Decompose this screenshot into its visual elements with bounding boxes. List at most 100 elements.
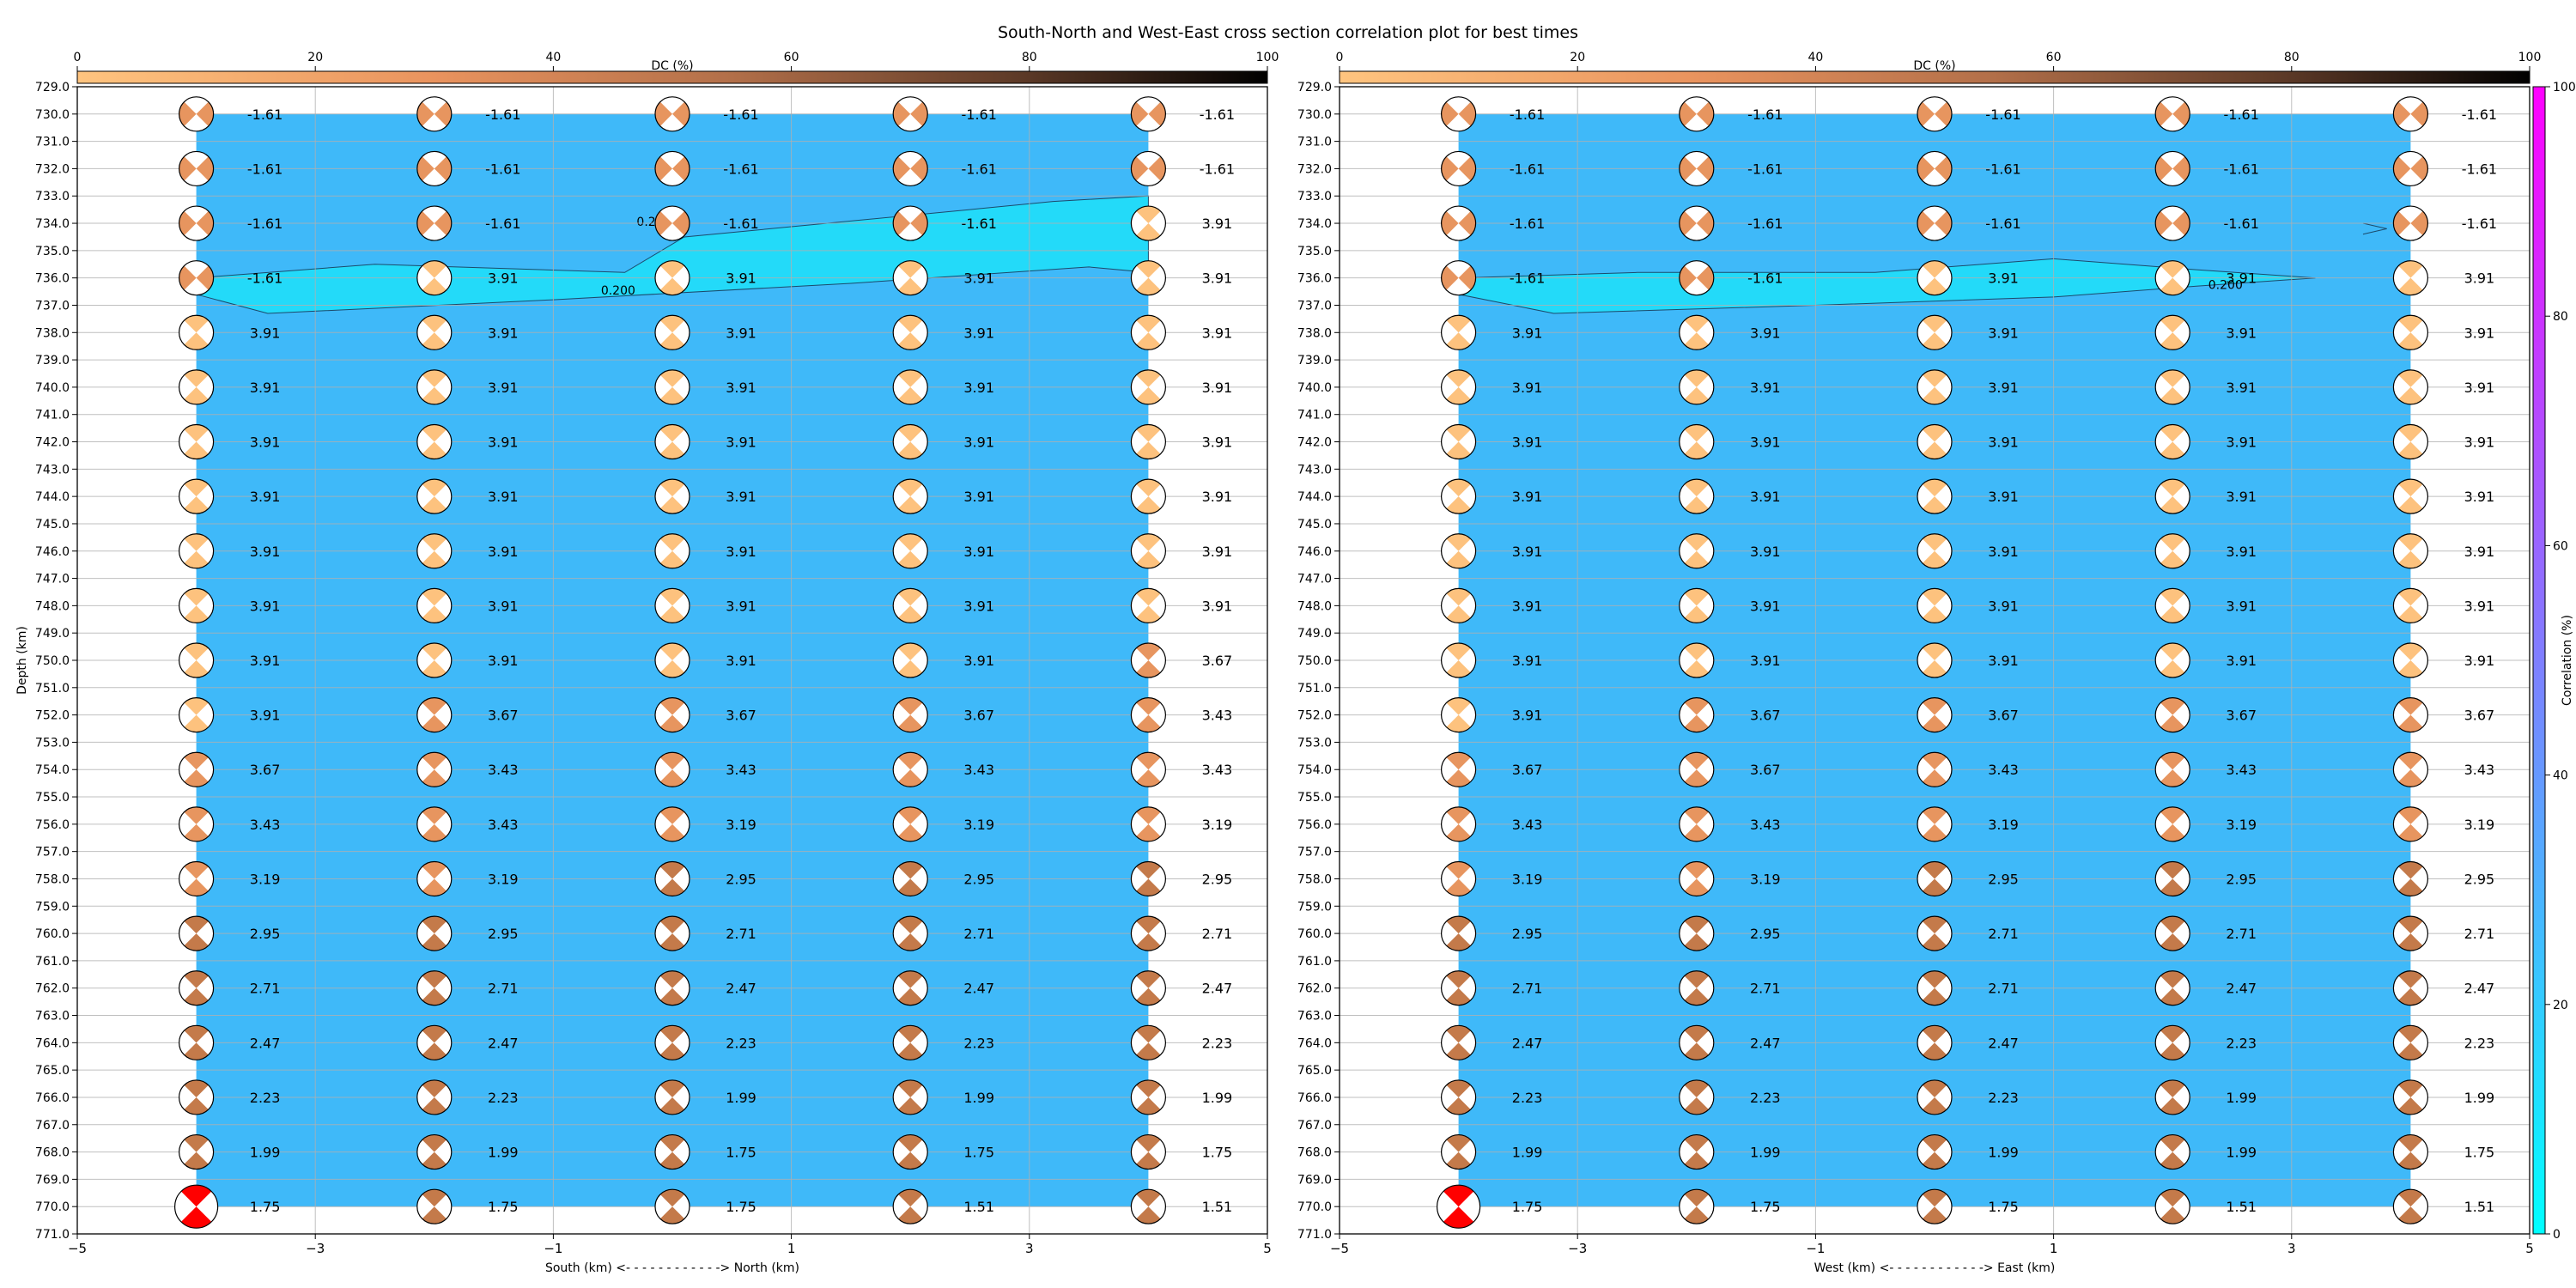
beachball-quadrant (2398, 386, 2423, 404)
beachball-quadrant (1136, 752, 1161, 770)
beachball-outline (1917, 860, 1953, 897)
beachball (1679, 533, 1715, 569)
beachball-quadrant (1922, 369, 1947, 387)
beachball-quadrant (2398, 1189, 2423, 1207)
value-label: 2.47 (1750, 1035, 1781, 1051)
beachball-outline (2154, 260, 2190, 296)
beachball (2392, 751, 2428, 787)
beachball-quadrant (1446, 550, 1471, 568)
beachball-quadrant (898, 1097, 923, 1115)
beachball-quadrant (659, 933, 685, 951)
beachball-quadrant (1684, 697, 1709, 715)
beachball-quadrant (659, 332, 685, 350)
y-tick-label: 751.0 (35, 682, 70, 696)
y-tick-label: 748.0 (1297, 599, 1332, 613)
beachball-outline (179, 860, 215, 897)
beachball-quadrant (898, 697, 923, 715)
beachball (416, 1133, 453, 1170)
value-label: 3.91 (250, 380, 281, 396)
value-label: 1.99 (2226, 1145, 2257, 1161)
y-tick-label: 744.0 (1297, 490, 1332, 504)
beachball (1917, 860, 1953, 897)
beachball-quadrant (180, 1206, 212, 1229)
beachball-quadrant (1446, 1097, 1471, 1115)
x-tick-label: −5 (1330, 1241, 1349, 1256)
beachball-quadrant (659, 605, 685, 623)
beachball-quadrant (1136, 550, 1161, 568)
beachball-quadrant (659, 697, 685, 715)
dc-colorbar-tick-label: 80 (2284, 51, 2300, 64)
beachball-quadrant (898, 277, 923, 295)
beachball-outline (179, 423, 215, 460)
y-tick-label: 755.0 (1297, 791, 1332, 805)
value-label: -1.61 (1985, 216, 2020, 232)
beachball (1917, 1133, 1953, 1170)
beachball-outline (892, 915, 928, 951)
value-label: 3.91 (1512, 544, 1543, 560)
y-tick-label: 735.0 (1297, 245, 1332, 258)
beachball (1440, 751, 1477, 787)
value-label: 3.43 (1988, 762, 2019, 778)
value-label: 1.75 (963, 1145, 994, 1161)
beachball (1440, 697, 1477, 733)
beachball-outline (416, 860, 453, 897)
value-label: 3.91 (726, 380, 756, 396)
y-tick-label: 754.0 (35, 763, 70, 777)
value-label: 3.19 (1202, 817, 1233, 833)
beachball-quadrant (2398, 496, 2423, 514)
beachball (2392, 533, 2428, 569)
value-label: 3.91 (1202, 434, 1233, 451)
value-label: 3.91 (488, 489, 519, 505)
beachball (2154, 533, 2190, 569)
y-tick-label: 757.0 (1297, 846, 1332, 860)
value-label: -1.61 (961, 106, 996, 123)
beachball-quadrant (1684, 823, 1709, 841)
beachball-quadrant (898, 424, 923, 442)
beachball-quadrant (422, 1025, 447, 1043)
beachball-outline (1130, 1188, 1167, 1224)
beachball (2154, 369, 2190, 405)
beachball-outline (179, 642, 215, 678)
y-tick-label: 745.0 (35, 518, 70, 532)
y-tick-label: 769.0 (1297, 1173, 1332, 1187)
beachball (1679, 150, 1715, 187)
beachball-quadrant (659, 769, 685, 787)
beachball-quadrant (2398, 1042, 2423, 1060)
beachball-outline (1440, 642, 1477, 678)
value-label: 1.75 (726, 1145, 756, 1161)
beachball-quadrant (2398, 714, 2423, 732)
value-label: 3.67 (1202, 653, 1233, 669)
beachball (179, 533, 215, 569)
beachball-outline (1130, 642, 1167, 678)
beachball-quadrant (422, 550, 447, 568)
dc-colorbar-tick-label: 60 (784, 51, 799, 64)
value-label: 2.95 (250, 926, 281, 942)
beachball-outline (416, 970, 453, 1006)
beachball-quadrant (2398, 1134, 2423, 1152)
beachball-outline (892, 1188, 928, 1224)
beachball-quadrant (422, 916, 447, 934)
beachball-quadrant (898, 714, 923, 732)
beachball-quadrant (1679, 156, 1697, 181)
beachball-quadrant (659, 479, 685, 497)
beachball-quadrant (422, 752, 447, 770)
y-tick-label: 734.0 (1297, 217, 1332, 231)
value-label: 3.91 (2464, 380, 2495, 396)
y-tick-label: 731.0 (35, 136, 70, 149)
beachball-quadrant (1136, 823, 1161, 841)
beachball-outline (892, 205, 928, 241)
beachball-outline (1917, 806, 1953, 842)
value-label: -1.61 (961, 161, 996, 177)
beachball-outline (179, 314, 215, 350)
beachball-outline (179, 915, 215, 951)
beachball-quadrant (196, 156, 214, 181)
y-tick-label: 738.0 (35, 326, 70, 340)
value-label: 1.99 (1202, 1090, 1233, 1106)
beachball-outline (1679, 205, 1715, 241)
beachball (1917, 697, 1953, 733)
value-label: 3.67 (250, 762, 281, 778)
y-tick-label: 767.0 (35, 1119, 70, 1133)
beachball-outline (1679, 1024, 1715, 1060)
beachball-quadrant (898, 769, 923, 787)
beachball-quadrant (1446, 823, 1471, 841)
